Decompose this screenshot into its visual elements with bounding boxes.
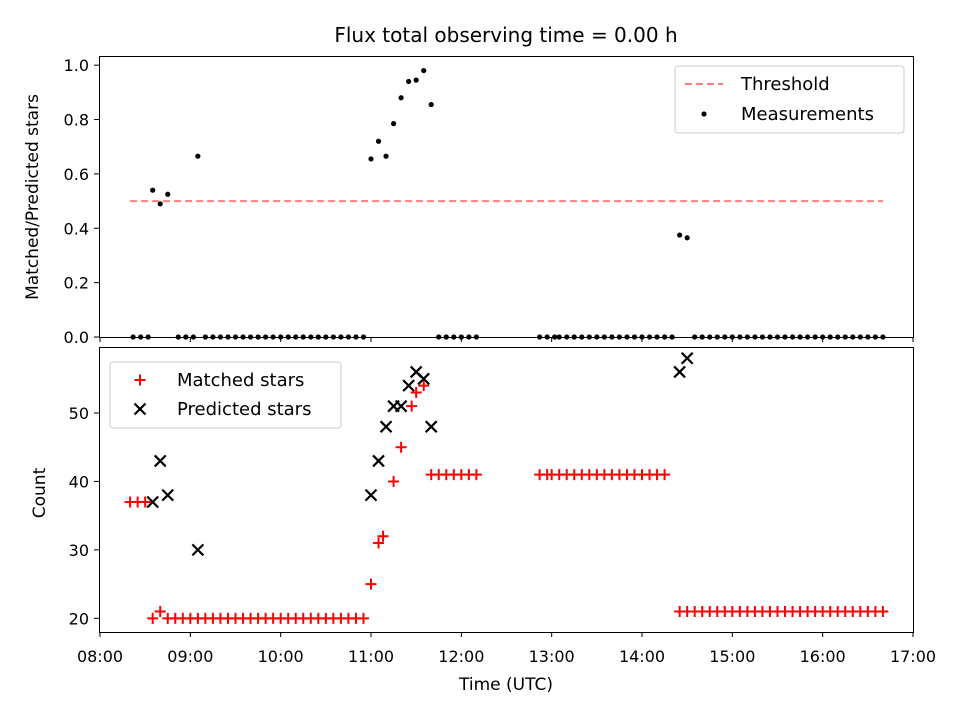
matched-point-92 — [877, 605, 889, 617]
matched-point-31 — [357, 612, 369, 624]
matched-point-33 — [373, 537, 385, 549]
x-tick-label-5: 13:00 — [529, 647, 575, 666]
legend-threshold-label: Threshold — [740, 74, 830, 95]
top-plot-frame — [99, 56, 914, 338]
legend-predicted-swatch — [133, 402, 147, 416]
legend-matched-label: Matched stars — [177, 370, 304, 391]
bottom-y-axis-label: Count — [30, 467, 50, 518]
x-tick-label-9: 17:00 — [890, 647, 936, 666]
matched-point-35 — [388, 475, 400, 487]
x-tick-label-4: 12:00 — [438, 647, 484, 666]
predicted-point-13 — [673, 365, 686, 379]
bottom-legend-frame — [109, 361, 342, 429]
x-axis-label: Time (UTC) — [458, 675, 553, 695]
top-panel: 0.0 0.2 0.4 0.6 0.8 1.0 Matched/Predicted sta… — [23, 56, 914, 347]
predicted-point-4 — [364, 488, 378, 502]
x-tick-label-1: 09:00 — [167, 647, 213, 666]
x-tick-label-8: 16:00 — [800, 647, 846, 666]
measurement-point-40 — [428, 101, 434, 108]
measurement-point-4 — [157, 201, 163, 207]
matched-point-3 — [147, 612, 159, 624]
predicted-point-12 — [424, 420, 438, 433]
legend-measurements-swatch — [701, 111, 707, 117]
top-y-tick-label-4: 0.8 — [64, 111, 89, 130]
measurement-point-36 — [398, 95, 404, 101]
matched-point-2 — [139, 496, 151, 508]
bottom-series-layer — [124, 351, 889, 624]
top-axis-ticks: 0.0 0.2 0.4 0.6 0.8 1.0 — [64, 56, 914, 347]
matched-point-39 — [418, 380, 430, 392]
top-y-tick-label-2: 0.4 — [64, 219, 89, 238]
measurement-point-32 — [368, 156, 374, 162]
top-legend-frame — [674, 65, 905, 134]
bottom-y-tick-label-3: 50 — [69, 404, 89, 423]
bottom-y-tick-label-0: 20 — [69, 609, 89, 628]
top-legend: Threshold Measurements — [674, 65, 905, 134]
legend-matched-swatch — [134, 374, 146, 386]
predicted-point-11 — [417, 372, 430, 386]
top-y-tick-label-0: 0.0 — [64, 328, 89, 347]
measurement-point-5 — [165, 191, 171, 197]
predicted-point-5 — [372, 454, 385, 468]
x-tick-label-3: 11:00 — [348, 647, 394, 666]
matched-point-36 — [395, 441, 407, 453]
measurement-point-66 — [677, 232, 683, 238]
top-y-axis-label: Matched/Predicted stars — [23, 94, 43, 300]
matched-point-34 — [377, 530, 389, 542]
measurement-point-3 — [150, 187, 156, 193]
chart-title: Flux total observing time = 0.00 h — [334, 23, 677, 47]
predicted-point-9 — [402, 379, 415, 392]
x-tick-label-7: 15:00 — [709, 647, 755, 666]
bottom-y-tick-label-2: 40 — [69, 472, 89, 491]
x-tick-label-6: 14:00 — [619, 647, 665, 666]
matched-point-4 — [154, 605, 166, 617]
legend-measurements-label: Measurements — [741, 104, 874, 125]
predicted-point-14 — [680, 351, 694, 365]
bottom-panel: 08:00 09:00 10:00 11:00 12:00 13:00 14:00 15:00… — [30, 347, 936, 695]
top-y-tick-label-3: 0.6 — [64, 165, 89, 184]
predicted-point-8 — [394, 399, 408, 413]
matched-point-38 — [410, 386, 422, 398]
matched-point-32 — [365, 578, 377, 590]
measurement-point-9 — [195, 153, 201, 159]
predicted-point-0 — [146, 495, 159, 509]
measurement-point-33 — [375, 138, 382, 144]
predicted-point-3 — [191, 543, 205, 557]
measurement-point-34 — [383, 153, 389, 159]
measurement-point-38 — [413, 77, 419, 83]
x-tick-label-2: 10:00 — [258, 647, 304, 666]
legend-predicted-label: Predicted stars — [177, 399, 311, 420]
x-tick-label-0: 08:00 — [77, 647, 123, 666]
predicted-point-2 — [161, 488, 175, 502]
top-y-tick-label-5: 1.0 — [64, 56, 89, 75]
legend-predicted-marker — [133, 402, 147, 416]
bottom-legend: Matched stars Predicted stars — [109, 361, 342, 429]
measurement-point-37 — [406, 78, 412, 85]
predicted-point-6 — [379, 420, 393, 433]
legend-matched-marker — [134, 374, 146, 386]
matched-point-64 — [659, 469, 671, 481]
bottom-plot-frame — [99, 347, 914, 633]
top-y-tick-label-1: 0.2 — [64, 274, 89, 293]
measurement-point-35 — [390, 121, 397, 127]
matched-point-46 — [470, 469, 482, 481]
bottom-axis-ticks: 08:00 09:00 10:00 11:00 12:00 13:00 14:00 15:00… — [69, 404, 936, 666]
measurement-point-39 — [421, 67, 427, 74]
measurement-point-67 — [684, 235, 690, 241]
matched-point-37 — [406, 400, 418, 412]
bottom-y-tick-label-1: 30 — [69, 541, 89, 560]
predicted-point-1 — [153, 454, 167, 468]
